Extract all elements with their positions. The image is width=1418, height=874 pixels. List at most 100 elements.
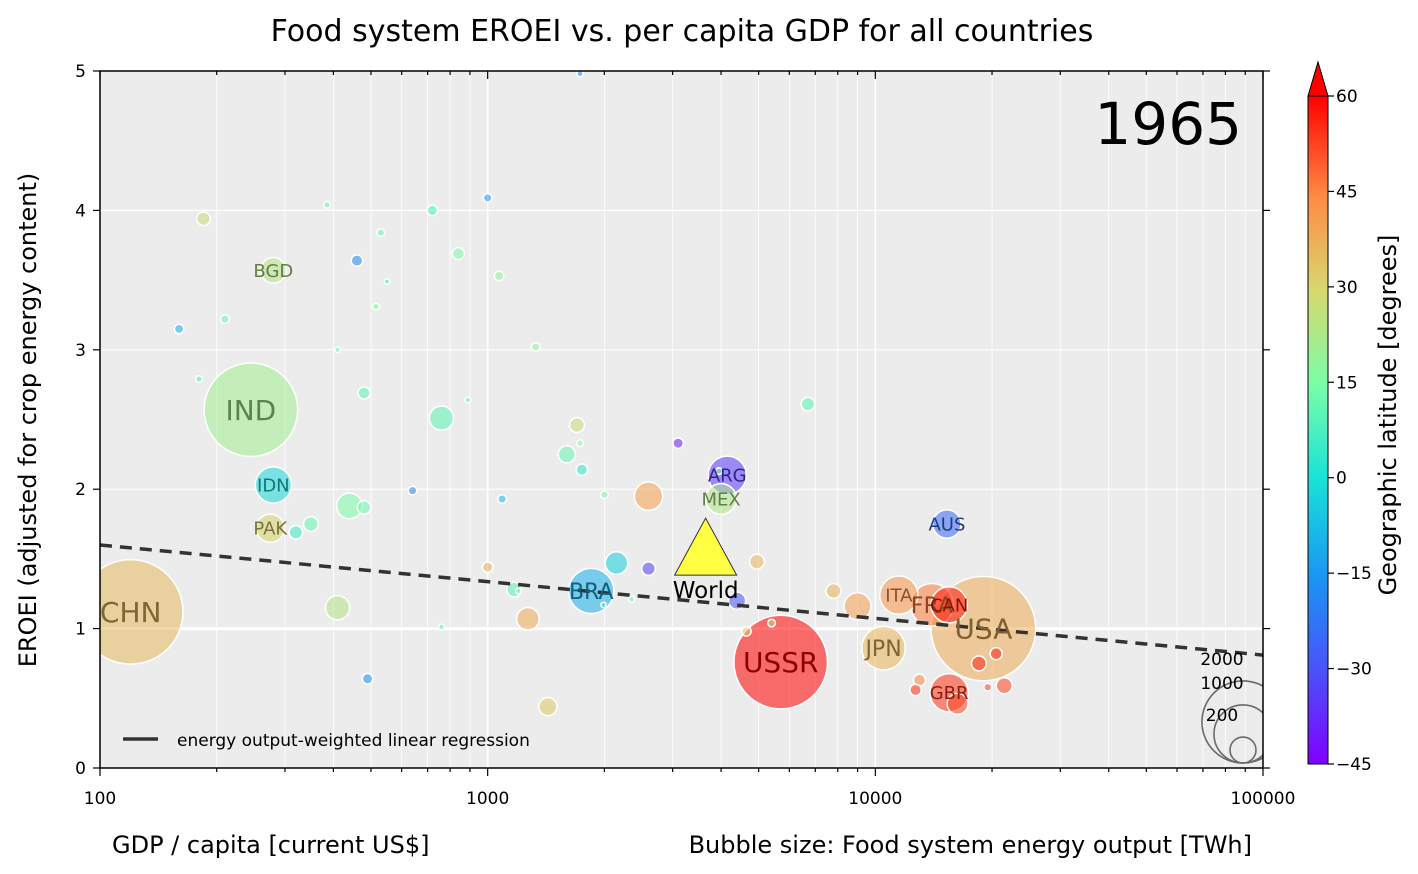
bubble-point [493, 270, 505, 282]
colorbar-tick-label: −15 [1336, 564, 1372, 584]
colorbar-tick-label: 45 [1336, 182, 1358, 202]
world-marker: World [673, 517, 739, 604]
bubble-label-ussr: USSR [743, 646, 819, 679]
bubble-can [930, 586, 968, 624]
world-label: World [673, 578, 739, 604]
bubble-point [451, 246, 466, 261]
bubble-layer [100, 71, 1037, 717]
bubble-label-fra: FRA [911, 594, 953, 619]
x-tick-label: 100 [84, 789, 116, 809]
bubble-point [633, 481, 664, 512]
bubble-point [356, 499, 372, 515]
bubble-chn [100, 558, 184, 665]
size-legend-value-2000: 2000 [1200, 650, 1243, 670]
size-legend-value-1000: 1000 [1200, 674, 1243, 694]
bubble-point [970, 655, 988, 672]
bubble-idn [254, 466, 293, 504]
bubble-point [600, 601, 607, 609]
colorbar-tick-label: 0 [1336, 469, 1347, 489]
bubble-point [575, 439, 585, 448]
bubble-point [604, 551, 629, 576]
y-axis-label: EROEI (adjusted for crop energy content) [14, 173, 42, 668]
bubble-point [800, 396, 816, 412]
bubble-point [302, 515, 320, 533]
bubble-label-can: CAN [930, 595, 968, 616]
bubble-point [825, 582, 842, 600]
bubble-point [194, 375, 204, 384]
bubble-point [437, 623, 446, 631]
y-tick-label: 2 [75, 480, 86, 500]
bubble-point [627, 595, 636, 604]
bubble-point [324, 594, 351, 621]
bubble-ita [879, 575, 919, 615]
regression-line [99, 543, 1264, 657]
x-tick-label: 1000 [466, 789, 509, 809]
bubble-label-jpn: JPN [863, 637, 901, 662]
bubble-mex [704, 482, 738, 516]
bubble-point [196, 211, 212, 227]
bubble-label-aus: AUS [928, 515, 965, 536]
chart-title: Food system EROEI vs. per capita GDP for… [271, 14, 1094, 49]
world-triangle [673, 517, 738, 576]
bubble-point [515, 606, 540, 631]
bubble-label-gbr: GBR [930, 683, 969, 704]
bubble-point [575, 463, 589, 477]
bubble-point [173, 323, 185, 335]
bubble-point [557, 445, 577, 464]
bubble-point [946, 692, 969, 716]
bubble-point [538, 696, 558, 717]
bubble-point [407, 485, 418, 496]
bubble-point [357, 386, 371, 400]
y-tick-label: 5 [75, 62, 86, 82]
legend-regression-label: energy output-weighted linear regression [177, 731, 530, 751]
bubble-label-pak: PAK [253, 519, 288, 540]
colorbar-extend-arrow [1307, 60, 1329, 97]
bubble-point [376, 228, 386, 238]
colorbar [1307, 95, 1329, 765]
bubble-point [767, 618, 777, 628]
x-tick-label: 10000 [848, 789, 902, 809]
bubble-label-mex: MEX [701, 489, 740, 510]
colorbar-tick-label: −30 [1336, 660, 1372, 680]
bubble-point [288, 524, 304, 540]
bubble-point [371, 302, 381, 311]
bubble-point [909, 683, 923, 697]
colorbar-ticks: 60 45 30 15 0 −15 −30 −45 [1328, 87, 1372, 775]
bubble-label-idn: IDN [257, 475, 290, 496]
bubble-label-usa: USA [954, 613, 1012, 646]
y-tick-label: 3 [75, 341, 86, 361]
bubble-label-arg: ARG [708, 466, 747, 487]
size-legend [1201, 680, 1263, 764]
colorbar-tick-label: 60 [1336, 87, 1358, 107]
size-legend-title: Bubble size: Food system energy output [… [689, 831, 1252, 859]
plot-frame [99, 70, 1264, 769]
bubble-point [334, 346, 342, 354]
bubble-point [464, 396, 472, 404]
bubble-point [383, 278, 391, 285]
colorbar-tick-label: 15 [1336, 373, 1358, 393]
size-legend-labels: 2000 1000 200 [1200, 650, 1243, 726]
bubble-point [995, 677, 1013, 695]
x-axis-label: GDP / capita [current US$] [112, 831, 429, 859]
y-tick-label: 1 [75, 620, 86, 640]
bubble-point [576, 71, 584, 78]
bubble-point [599, 490, 609, 500]
bubble-point [428, 405, 455, 431]
size-legend-value-200: 200 [1206, 706, 1238, 726]
bubble-point [361, 672, 374, 685]
y-tick-label: 0 [75, 759, 86, 779]
bubble-point [481, 561, 494, 574]
bubble-ind [203, 362, 299, 458]
bubble-point [350, 254, 364, 268]
bubble-point [568, 416, 586, 434]
bubble-label-bra: BRA [569, 580, 614, 605]
bubble-point [843, 592, 872, 621]
year-label: 1965 [1094, 90, 1242, 158]
colorbar-tick-label: −45 [1336, 755, 1372, 775]
bubble-jpn [861, 625, 907, 671]
bubble-ussr [733, 614, 829, 710]
bubble-point [641, 561, 657, 577]
